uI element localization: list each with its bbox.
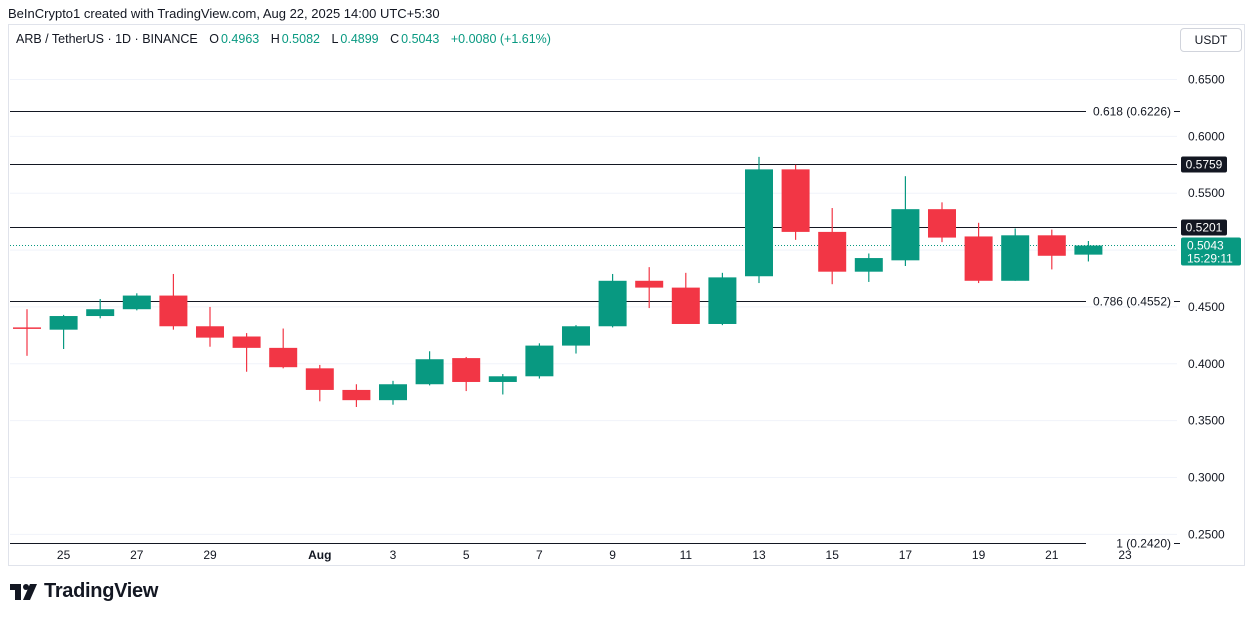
y-tick-label: 0.6000 [1188, 129, 1225, 143]
current-price-badge [1181, 237, 1241, 266]
level-badge [1181, 219, 1227, 236]
y-tick-label: 0.6500 [1188, 73, 1225, 87]
x-tick-label: Aug [308, 548, 331, 562]
x-tick-label: 27 [130, 548, 144, 562]
candle-body[interactable] [964, 236, 993, 281]
candle-body[interactable] [854, 258, 883, 272]
x-tick-label: 29 [203, 548, 217, 562]
low-label: L [331, 32, 339, 46]
chart-attribution: BeInCrypto1 created with TradingView.com… [8, 6, 440, 21]
chart-frame [8, 24, 1245, 566]
x-tick-label: 9 [609, 548, 616, 562]
candle-body[interactable] [379, 384, 407, 401]
tradingview-logo-icon [10, 583, 37, 600]
candle-body[interactable] [86, 309, 115, 317]
currency-button[interactable]: USDT [1180, 28, 1242, 52]
candle-body[interactable] [159, 295, 188, 327]
y-tick-label: 0.4500 [1188, 300, 1225, 314]
open-value: 0.4963 [220, 32, 260, 46]
y-tick-label: 0.4000 [1188, 357, 1225, 371]
level-badge [1181, 156, 1227, 173]
x-tick-label: 5 [463, 548, 470, 562]
candle-body[interactable] [671, 287, 700, 324]
candle-body[interactable] [269, 347, 298, 368]
candle-body[interactable] [122, 295, 151, 310]
open-label: O [209, 32, 219, 46]
candle-body[interactable] [525, 345, 554, 377]
symbol-name[interactable]: ARB / TetherUS · 1D · BINANCE [16, 32, 198, 46]
x-tick-label: 19 [972, 548, 986, 562]
close-label: C [390, 32, 400, 46]
candle-body[interactable] [562, 326, 590, 346]
candle-body[interactable] [232, 336, 261, 348]
candle-body[interactable] [452, 358, 481, 382]
candle-body[interactable] [928, 209, 956, 238]
high-label: H [270, 32, 280, 46]
tradingview-brand: TradingView [44, 580, 159, 602]
high-value: 0.5082 [281, 32, 320, 46]
candle-body[interactable] [1001, 235, 1030, 281]
x-tick-label: 13 [752, 548, 766, 562]
x-tick-label: 15 [826, 548, 840, 562]
candle-body[interactable] [49, 316, 78, 330]
x-tick-label: 25 [57, 548, 71, 562]
level-badge-label: 0.5201 [1186, 221, 1223, 235]
candle-body[interactable] [196, 326, 224, 338]
x-tick-label: 23 [1118, 548, 1132, 562]
current-price-label: 0.5043 [1187, 239, 1224, 253]
tradingview-logo: TradingView [10, 580, 158, 603]
candle-body[interactable] [818, 231, 847, 272]
candle-body[interactable] [708, 277, 737, 324]
low-value: 0.4899 [340, 32, 379, 46]
candle-body[interactable] [1074, 245, 1103, 255]
x-tick-label: 11 [680, 548, 693, 562]
x-tick-label: 3 [390, 548, 397, 562]
candle-body[interactable] [305, 368, 334, 390]
candle-body[interactable] [598, 280, 627, 327]
candle-body[interactable] [1037, 235, 1066, 256]
y-tick-label: 0.3000 [1188, 470, 1225, 484]
x-tick-label: 7 [536, 548, 543, 562]
candle-body[interactable] [488, 376, 517, 382]
price-change: +0.0080 (+1.61%) [450, 32, 551, 46]
y-tick-label: 0.3500 [1188, 414, 1225, 428]
fib-level-label: 1 (0.2420) [1116, 537, 1171, 551]
countdown-label: 15:29:11 [1187, 252, 1233, 266]
x-tick-label: 21 [1045, 548, 1059, 562]
y-tick-label: 0.2500 [1188, 527, 1225, 541]
candle-body[interactable] [342, 389, 371, 401]
candle-body[interactable] [745, 169, 773, 277]
close-value: 0.5043 [401, 32, 440, 46]
candle-body[interactable] [635, 280, 664, 288]
x-tick-label: 17 [899, 548, 913, 562]
candle-body[interactable] [415, 359, 444, 385]
candle-body[interactable] [781, 169, 810, 232]
candle-body[interactable] [13, 327, 41, 329]
candle-body[interactable] [891, 209, 920, 261]
level-badge-label: 0.5759 [1186, 158, 1223, 172]
fib-level-label: 0.618 (0.6226) [1093, 105, 1171, 119]
fib-level-label: 0.786 (0.4552) [1093, 295, 1171, 309]
y-tick-label: 0.5500 [1188, 186, 1225, 200]
